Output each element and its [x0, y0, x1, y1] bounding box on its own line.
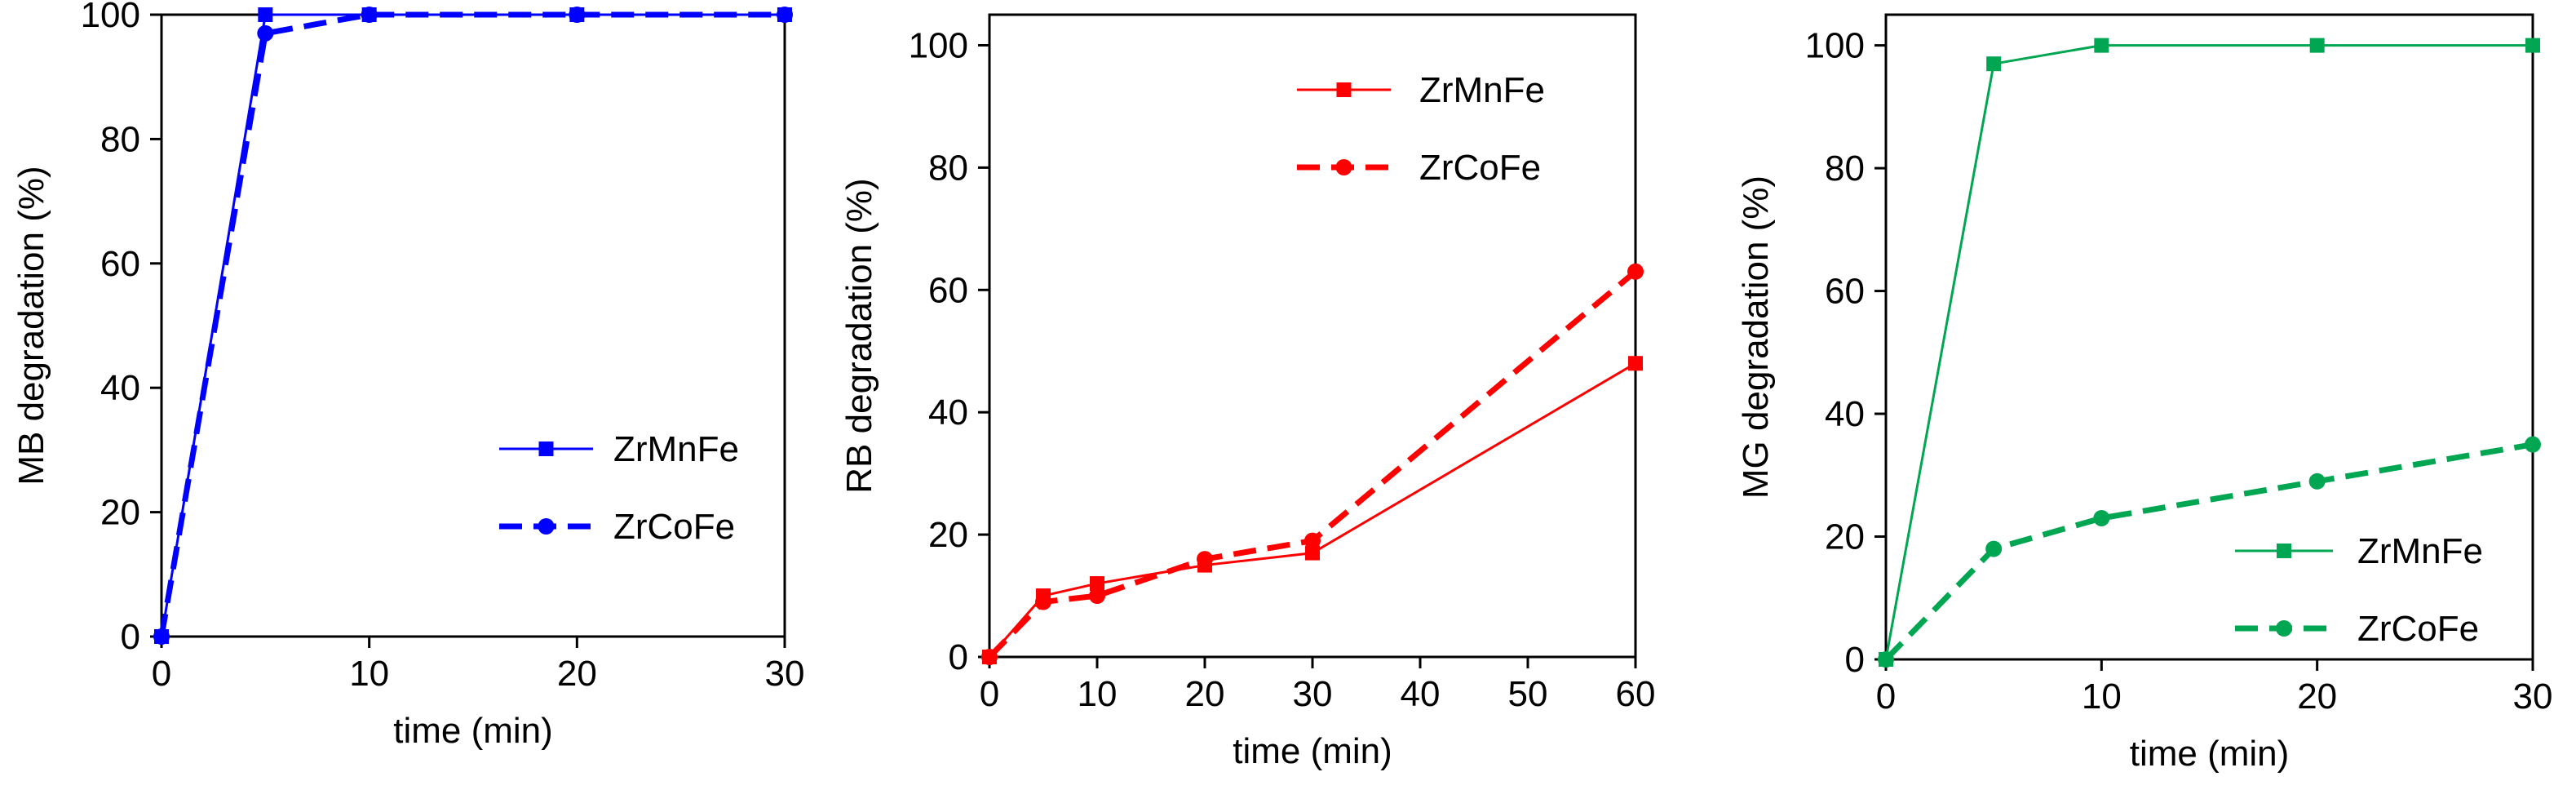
y-tick-label: 100 [81, 0, 140, 35]
mb-degradation-chart: 0 10 20 30 0 20 40 60 80 100 time (min) MB degradat… [11, 0, 804, 751]
legend-marker-circle [538, 518, 555, 535]
x-axis-title: time (min) [1233, 731, 1392, 771]
x-tick-label: 10 [1078, 674, 1118, 714]
x-tick-label: 0 [152, 654, 171, 694]
x-axis-title: time (min) [393, 711, 553, 751]
y-axis-title: MG degradation (%) [1736, 175, 1776, 499]
legend-label: ZrCoFe [613, 507, 735, 547]
x-tick-label: 30 [765, 654, 805, 694]
plot-frame [988, 13, 1637, 659]
x-tick-label: 20 [557, 654, 597, 694]
y-tick-label: 80 [928, 148, 968, 188]
data-point-square [2094, 38, 2109, 53]
data-point-circle [1035, 593, 1051, 610]
data-point-square [1628, 356, 1643, 371]
series-line-zrcofe [158, 11, 785, 637]
x-tick-label: 10 [349, 654, 389, 694]
data-point-circle [2525, 436, 2541, 453]
y-tick-label: 40 [100, 368, 140, 408]
x-tick-label: 10 [2082, 677, 2122, 717]
series-line-zrcofe [987, 269, 1638, 659]
data-point-circle [257, 24, 274, 42]
data-point-circle [1304, 532, 1321, 549]
data-point-square [1986, 56, 2002, 72]
x-tick-label: 40 [1401, 674, 1441, 714]
data-point-circle [569, 7, 586, 23]
data-point-circle [1878, 651, 1894, 668]
x-tick-label: 60 [1616, 674, 1656, 714]
data-point-circle [1627, 263, 1644, 280]
legend-marker-circle [2276, 620, 2292, 637]
y-tick-label: 20 [100, 493, 140, 533]
x-tick-label: 0 [980, 674, 999, 714]
y-tick-label: 60 [100, 244, 140, 284]
y-axis-title: MB degradation (%) [11, 166, 51, 485]
series-line-zrmnfe [988, 362, 1636, 658]
y-tick-label: 100 [1805, 26, 1865, 66]
x-tick-label: 20 [2297, 677, 2337, 717]
data-point-square [1305, 545, 1320, 561]
data-point-circle [1197, 551, 1213, 568]
y-tick-label: 80 [100, 119, 140, 159]
x-tick-label: 20 [1185, 674, 1225, 714]
legend-marker-square [538, 441, 554, 456]
mg-degradation-chart: 0 10 20 30 0 20 40 60 80 100 time (min) MG degradat… [1736, 13, 2553, 774]
data-point-circle [981, 649, 998, 665]
data-point-square [258, 7, 273, 22]
plot-frame [1884, 13, 2534, 661]
y-tick-label: 40 [1825, 394, 1865, 434]
y-tick-label: 20 [928, 515, 968, 555]
y-tick-label: 60 [1825, 272, 1865, 312]
data-point-circle [1089, 588, 1105, 605]
x-tick-label: 30 [1293, 674, 1333, 714]
y-tick-label: 20 [1825, 517, 1865, 557]
legend-marker-square [2277, 544, 2291, 558]
legend-marker-square [1336, 82, 1352, 97]
data-point-square [2309, 38, 2325, 53]
legend-label: ZrCoFe [2357, 609, 2479, 649]
legend-marker-circle [1335, 159, 1352, 175]
x-tick-label: 0 [1876, 677, 1896, 717]
x-tick-label: 30 [2513, 677, 2553, 717]
series-line-zrcofe [1883, 441, 2534, 662]
y-tick-label: 0 [121, 617, 140, 657]
data-point-circle [1985, 540, 2003, 557]
data-point-circle [777, 7, 793, 23]
y-tick-label: 60 [928, 270, 968, 310]
legend-label: ZrMnFe [1419, 70, 1545, 110]
legend-label: ZrMnFe [2357, 531, 2483, 571]
data-point-circle [361, 7, 378, 23]
data-point-circle [2093, 509, 2110, 526]
y-axis-title: RB degradation (%) [839, 178, 879, 493]
legend-label: ZrCoFe [1419, 148, 1541, 188]
y-tick-label: 0 [949, 637, 968, 677]
x-tick-label: 50 [1508, 674, 1548, 714]
y-tick-label: 100 [909, 25, 968, 65]
data-point-circle [2308, 473, 2326, 490]
y-tick-label: 40 [928, 393, 968, 433]
legend-label: ZrMnFe [613, 429, 739, 469]
rb-degradation-chart: 0 10 20 30 40 50 60 0 20 40 60 80 100 time (min) RB de… [839, 13, 1656, 771]
y-tick-label: 80 [1825, 149, 1865, 189]
data-point-circle [153, 628, 170, 645]
data-point-square [1090, 576, 1104, 592]
x-axis-title: time (min) [2130, 734, 2290, 774]
y-tick-label: 0 [1845, 640, 1865, 680]
data-point-square [2525, 38, 2540, 53]
